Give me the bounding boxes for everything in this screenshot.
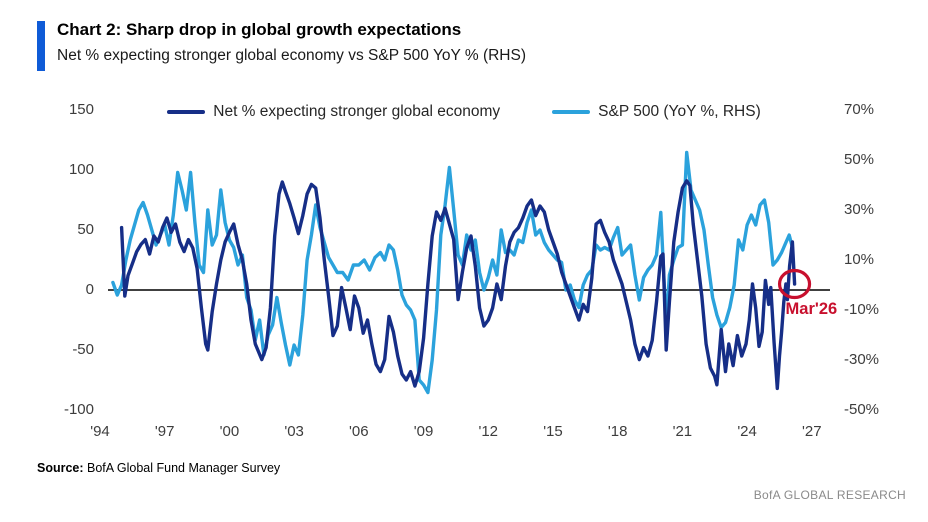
- chart-legend: Net % expecting stronger global economy …: [0, 103, 928, 121]
- title-accent-bar: [37, 21, 45, 71]
- source-note: Source: BofA Global Fund Manager Survey: [37, 461, 280, 475]
- right-axis-tick: -10%: [844, 301, 880, 318]
- x-axis-tick: '27: [802, 423, 822, 440]
- x-axis-tick: '03: [284, 423, 304, 440]
- right-axis-tick: 10%: [844, 251, 875, 268]
- legend-item-sp500: S&P 500 (YoY %, RHS): [552, 103, 761, 121]
- source-text: BofA Global Fund Manager Survey: [83, 461, 281, 475]
- x-axis-tick: '24: [737, 423, 757, 440]
- right-axis-tick: -30%: [844, 351, 880, 368]
- right-axis-tick: -50%: [844, 401, 880, 418]
- source-prefix: Source:: [37, 461, 84, 475]
- left-axis-tick: 50: [77, 221, 94, 238]
- x-axis-tick: '18: [607, 423, 628, 440]
- left-axis-tick: -100: [63, 401, 94, 418]
- legend-label-sp500: S&P 500 (YoY %, RHS): [598, 103, 761, 120]
- legend-item-net-expectations: Net % expecting stronger global economy: [167, 103, 500, 121]
- right-axis-tick: 70%: [844, 101, 875, 118]
- right-axis-tick: 50%: [844, 151, 875, 168]
- left-axis-tick: 100: [68, 161, 94, 178]
- x-axis-tick: '21: [672, 423, 693, 440]
- highlight-circle: [777, 268, 812, 300]
- series-line-net_expectations: [119, 179, 797, 391]
- chart-title: Chart 2: Sharp drop in global growth exp…: [57, 20, 462, 39]
- x-axis-tick: '15: [543, 423, 563, 440]
- chart-subtitle: Net % expecting stronger global economy …: [57, 47, 526, 64]
- right-axis-tick: 30%: [844, 201, 875, 218]
- legend-label-net-expectations: Net % expecting stronger global economy: [213, 103, 501, 120]
- left-axis-tick: -50: [72, 341, 94, 358]
- brand-mark: BofA GLOBAL RESEARCH: [753, 488, 906, 502]
- series-line-sp500_yoy: [111, 150, 795, 395]
- x-axis-tick: '12: [478, 423, 499, 440]
- legend-line-navy: [167, 109, 206, 115]
- x-axis-tick: '09: [413, 423, 434, 440]
- legend-line-lightblue: [552, 109, 591, 115]
- left-axis-tick: 0: [85, 281, 94, 298]
- annotation-label: Mar'26: [785, 300, 838, 318]
- x-axis-tick: '94: [90, 423, 110, 440]
- x-axis-tick: '06: [349, 423, 369, 440]
- x-axis-tick: '97: [154, 423, 175, 440]
- x-axis-tick: '00: [219, 423, 240, 440]
- left-axis-tick: 150: [68, 101, 94, 118]
